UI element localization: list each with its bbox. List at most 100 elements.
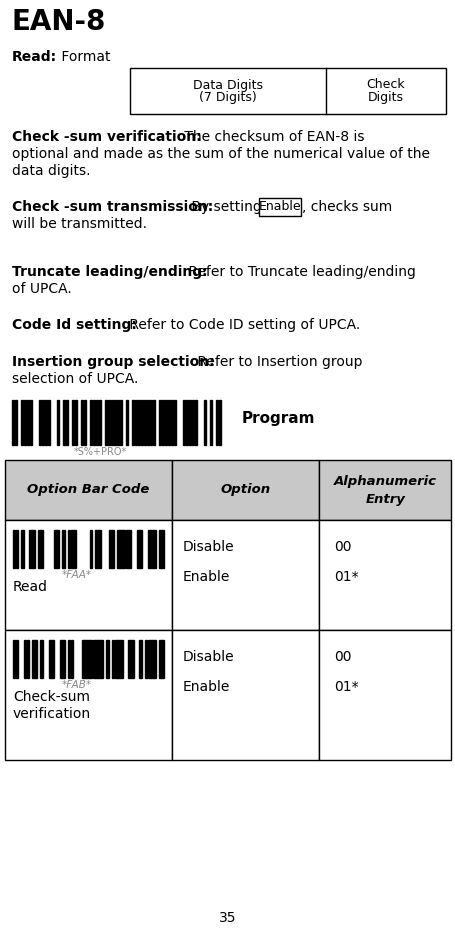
Bar <box>111 400 113 445</box>
Bar <box>90 640 92 678</box>
Bar <box>98 530 101 568</box>
Bar <box>84 640 86 678</box>
Text: Read:: Read: <box>12 50 57 64</box>
Bar <box>203 400 206 445</box>
Bar <box>99 400 101 445</box>
Bar <box>147 400 149 445</box>
Text: optional and made as the sum of the numerical value of the: optional and made as the sum of the nume… <box>12 147 429 161</box>
Bar <box>73 530 76 568</box>
Bar <box>93 400 95 445</box>
Bar <box>39 400 41 445</box>
Bar <box>182 400 185 445</box>
Bar <box>15 400 17 445</box>
Bar <box>68 530 70 568</box>
Bar <box>126 530 128 568</box>
Bar <box>136 530 139 568</box>
Bar <box>138 400 140 445</box>
Text: *FAA*: *FAA* <box>61 570 91 580</box>
Bar <box>81 640 84 678</box>
Bar <box>139 640 142 678</box>
Bar <box>123 530 125 568</box>
Bar <box>150 400 152 445</box>
Text: The checksum of EAN-8 is: The checksum of EAN-8 is <box>180 130 364 144</box>
Text: 35: 35 <box>219 911 236 925</box>
Bar <box>158 640 161 678</box>
Text: 00: 00 <box>334 540 351 554</box>
Text: Truncate leading/ending:: Truncate leading/ending: <box>12 265 207 279</box>
Bar <box>131 640 133 678</box>
Bar <box>161 640 163 678</box>
Bar <box>101 640 103 678</box>
Text: Data Digits: Data Digits <box>192 79 263 92</box>
Bar <box>81 400 83 445</box>
Bar <box>120 400 122 445</box>
Text: Program: Program <box>242 411 315 426</box>
Text: (7 Digits): (7 Digits) <box>199 92 256 105</box>
Bar <box>117 640 120 678</box>
Bar <box>27 640 29 678</box>
Bar <box>92 640 95 678</box>
Bar <box>54 530 56 568</box>
Bar <box>21 400 23 445</box>
Bar <box>45 400 47 445</box>
Bar <box>174 400 176 445</box>
Bar <box>24 640 26 678</box>
Text: verification: verification <box>13 707 91 721</box>
Bar <box>128 640 131 678</box>
Text: Refer to Truncate leading/ending: Refer to Truncate leading/ending <box>184 265 415 279</box>
Bar <box>319 630 450 760</box>
Bar <box>115 640 117 678</box>
Bar <box>120 640 122 678</box>
Text: Enable: Enable <box>258 200 301 213</box>
Bar <box>16 640 18 678</box>
Bar <box>147 640 150 678</box>
Bar <box>32 640 35 678</box>
Text: Enable: Enable <box>182 570 229 584</box>
Text: Disable: Disable <box>182 540 233 554</box>
Bar <box>153 530 155 568</box>
Bar <box>16 530 18 568</box>
Text: Enable: Enable <box>182 680 229 694</box>
Bar <box>172 520 319 630</box>
Text: , checks sum: , checks sum <box>301 200 391 214</box>
Bar <box>21 530 24 568</box>
Bar <box>319 460 450 520</box>
Text: 01*: 01* <box>334 570 358 584</box>
Bar <box>5 460 172 520</box>
Bar <box>40 640 43 678</box>
Bar <box>171 400 173 445</box>
Bar <box>114 400 116 445</box>
Bar <box>27 400 30 445</box>
Bar <box>117 530 120 568</box>
Text: EAN-8: EAN-8 <box>12 8 106 36</box>
Text: Option Bar Code: Option Bar Code <box>27 483 150 496</box>
Bar <box>150 530 152 568</box>
Text: *FAB*: *FAB* <box>61 680 91 690</box>
Text: Insertion group selection:: Insertion group selection: <box>12 355 214 369</box>
Bar <box>95 530 98 568</box>
Bar <box>216 400 218 445</box>
Bar <box>128 530 131 568</box>
Bar <box>63 400 66 445</box>
Text: Entry: Entry <box>364 493 404 506</box>
Bar <box>68 640 70 678</box>
Bar <box>48 400 51 445</box>
Bar <box>210 400 212 445</box>
Bar <box>62 640 65 678</box>
Bar <box>71 640 73 678</box>
Text: Check -sum transmission:: Check -sum transmission: <box>12 200 213 214</box>
Bar <box>51 640 54 678</box>
Bar <box>5 630 172 760</box>
Bar <box>90 400 92 445</box>
Bar <box>141 400 143 445</box>
Bar <box>105 400 107 445</box>
Text: Check -sum verification:: Check -sum verification: <box>12 130 201 144</box>
Text: Read: Read <box>13 580 48 594</box>
Text: Refer to Code ID setting of UPCA.: Refer to Code ID setting of UPCA. <box>125 318 359 332</box>
Bar <box>49 640 51 678</box>
Bar <box>108 400 110 445</box>
Bar <box>24 400 26 445</box>
Text: Code Id setting:: Code Id setting: <box>12 318 136 332</box>
Bar <box>87 640 89 678</box>
Bar <box>153 400 155 445</box>
